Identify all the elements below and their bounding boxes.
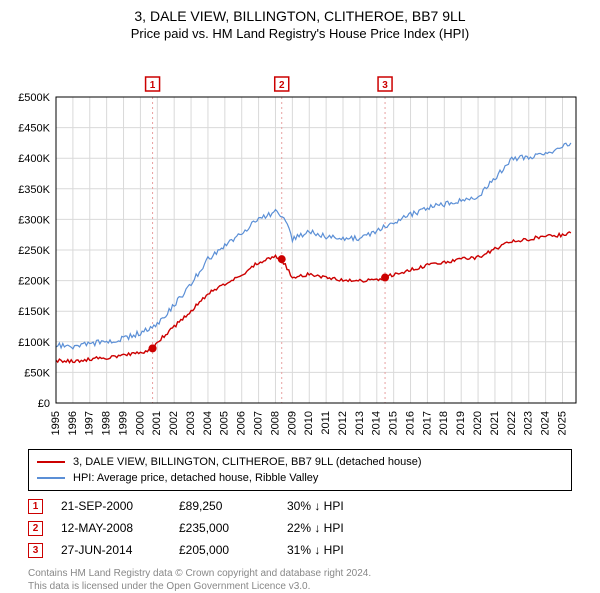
x-tick-label: 2013 <box>354 411 366 435</box>
event-pct: 30% ↓ HPI <box>287 499 387 513</box>
y-tick-label: £200K <box>18 276 50 288</box>
x-tick-label: 2009 <box>286 411 298 435</box>
x-tick-label: 2007 <box>253 411 265 435</box>
legend-label: 3, DALE VIEW, BILLINGTON, CLITHEROE, BB7… <box>73 456 422 468</box>
x-tick-label: 2023 <box>523 411 535 435</box>
legend-label: HPI: Average price, detached house, Ribb… <box>73 472 318 484</box>
legend-row: HPI: Average price, detached house, Ribb… <box>37 470 563 486</box>
y-tick-label: £450K <box>18 123 50 135</box>
x-tick-label: 2016 <box>404 411 416 435</box>
event-price: £235,000 <box>179 521 269 535</box>
event-price: £205,000 <box>179 543 269 557</box>
footnote: Contains HM Land Registry data © Crown c… <box>28 567 572 593</box>
x-tick-label: 2019 <box>455 411 467 435</box>
x-tick-label: 2001 <box>151 411 163 435</box>
event-price: £89,250 <box>179 499 269 513</box>
event-row: 2 12-MAY-2008 £235,000 22% ↓ HPI <box>28 517 572 539</box>
y-tick-label: £500K <box>18 92 50 104</box>
x-tick-label: 2024 <box>540 411 552 435</box>
price-chart: £0 £50K £100K £150K £200K £250K £300K £350K £400… <box>0 43 600 443</box>
event-row: 3 27-JUN-2014 £205,000 31% ↓ HPI <box>28 539 572 561</box>
event-date: 27-JUN-2014 <box>61 543 161 557</box>
x-tick-label: 2003 <box>185 411 197 435</box>
x-tick-label: 2025 <box>556 411 568 435</box>
y-tick-label: £100K <box>18 337 50 349</box>
legend-row: 3, DALE VIEW, BILLINGTON, CLITHEROE, BB7… <box>37 454 563 470</box>
x-tick-label: 2000 <box>134 411 146 435</box>
y-tick-label: £400K <box>18 153 50 165</box>
footnote-line2: This data is licensed under the Open Gov… <box>28 580 572 593</box>
event-pct: 22% ↓ HPI <box>287 521 387 535</box>
x-tick-label: 2017 <box>421 411 433 435</box>
event-number-box: 1 <box>28 499 43 514</box>
y-tick-label: £300K <box>18 214 50 226</box>
x-tick-label: 2018 <box>438 411 450 435</box>
y-tick-label: £350K <box>18 184 50 196</box>
event-marker-number: 1 <box>150 80 156 91</box>
footnote-line1: Contains HM Land Registry data © Crown c… <box>28 567 572 580</box>
chart-legend: 3, DALE VIEW, BILLINGTON, CLITHEROE, BB7… <box>28 449 572 491</box>
x-tick-label: 2014 <box>371 411 383 435</box>
x-tick-label: 2020 <box>472 411 484 435</box>
event-pct: 31% ↓ HPI <box>287 543 387 557</box>
series-hpi <box>56 143 571 349</box>
x-tick-label: 2002 <box>168 411 180 435</box>
event-date: 21-SEP-2000 <box>61 499 161 513</box>
legend-swatch <box>37 477 65 479</box>
event-marker-number: 3 <box>382 80 388 91</box>
x-tick-label: 2004 <box>202 411 214 435</box>
x-tick-label: 2008 <box>269 411 281 435</box>
events-table: 1 21-SEP-2000 £89,250 30% ↓ HPI 2 12-MAY-2008… <box>28 495 572 561</box>
y-tick-label: £0 <box>38 398 50 410</box>
x-tick-label: 1996 <box>67 411 79 435</box>
x-tick-label: 1997 <box>84 411 96 435</box>
x-tick-label: 2010 <box>303 411 315 435</box>
x-tick-label: 2006 <box>236 411 248 435</box>
event-number-box: 3 <box>28 543 43 558</box>
x-tick-label: 1999 <box>117 411 129 435</box>
series-property <box>56 232 571 363</box>
x-tick-label: 2021 <box>489 411 501 435</box>
x-tick-label: 1998 <box>101 411 113 435</box>
x-tick-label: 2005 <box>219 411 231 435</box>
x-tick-label: 2022 <box>506 411 518 435</box>
chart-svg: £0 £50K £100K £150K £200K £250K £300K £350K £400… <box>0 43 600 443</box>
x-tick-label: 1995 <box>50 411 62 435</box>
legend-swatch <box>37 461 65 463</box>
event-number-box: 2 <box>28 521 43 536</box>
x-tick-label: 2015 <box>388 411 400 435</box>
y-tick-label: £250K <box>18 245 50 257</box>
y-tick-label: £150K <box>18 306 50 318</box>
x-tick-label: 2011 <box>320 411 332 435</box>
event-row: 1 21-SEP-2000 £89,250 30% ↓ HPI <box>28 495 572 517</box>
page-title-line1: 3, DALE VIEW, BILLINGTON, CLITHEROE, BB7… <box>10 8 590 24</box>
x-tick-label: 2012 <box>337 411 349 435</box>
page-title-line2: Price paid vs. HM Land Registry's House … <box>10 26 590 41</box>
event-date: 12-MAY-2008 <box>61 521 161 535</box>
y-tick-label: £50K <box>24 367 50 379</box>
event-marker-number: 2 <box>279 80 285 91</box>
